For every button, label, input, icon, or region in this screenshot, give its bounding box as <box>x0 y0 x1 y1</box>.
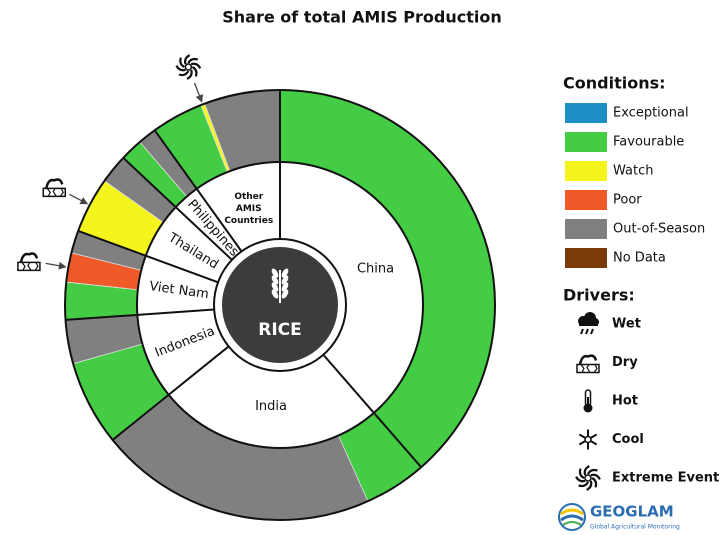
country-sector <box>196 162 280 252</box>
country-divider <box>122 157 233 261</box>
legend-label: Cool <box>612 432 644 447</box>
icon-part <box>271 289 279 299</box>
country-sector <box>280 162 423 413</box>
country-sector <box>137 309 229 395</box>
icon-part <box>175 65 186 72</box>
ring-outline <box>64 89 496 521</box>
icon-part <box>579 321 598 326</box>
icon-part <box>191 66 198 77</box>
icon-part <box>583 403 593 413</box>
icon-part <box>586 480 593 491</box>
ring-outline <box>136 161 424 449</box>
country-label: China <box>357 262 394 277</box>
driver-icon <box>17 252 41 272</box>
country-sector <box>137 255 219 315</box>
icon-part <box>591 477 598 488</box>
legend-swatch <box>565 190 607 210</box>
legend-swatch <box>565 103 607 123</box>
country-sector <box>168 346 374 448</box>
legend-title: Drivers: <box>563 286 635 305</box>
driver-arrow <box>45 261 67 270</box>
icon-part <box>21 262 39 271</box>
driver-icon <box>578 312 599 335</box>
legend-label: Favourable <box>613 135 684 150</box>
icon-part <box>281 282 289 292</box>
icon-part <box>584 474 592 482</box>
driver-icon <box>576 354 600 374</box>
icon-part <box>281 289 289 299</box>
country-label: India <box>255 399 287 414</box>
logo-name: GEOGLAM <box>590 503 674 521</box>
icon-part <box>184 54 191 65</box>
center-icon <box>271 268 289 303</box>
center-label: RICE <box>258 320 302 340</box>
center-disc <box>222 247 338 363</box>
icon-part <box>186 69 193 80</box>
icon-part <box>585 328 589 335</box>
legend-label: No Data <box>613 251 666 266</box>
country-divider <box>322 354 422 468</box>
driver-icon <box>42 178 67 198</box>
driver-icon <box>578 429 598 450</box>
legend-label: Dry <box>612 355 638 370</box>
legend-title: Conditions: <box>563 74 666 93</box>
icon-part <box>575 476 586 483</box>
icon-part <box>187 57 199 64</box>
icon-part <box>271 282 279 292</box>
icon-part <box>19 252 39 263</box>
legend-label: Hot <box>612 394 638 409</box>
driver-arrow <box>193 82 203 103</box>
country-divider <box>153 129 243 252</box>
icon-part <box>578 481 589 488</box>
legend-label: Poor <box>613 193 642 208</box>
icon-part <box>190 62 202 69</box>
icon-part <box>578 468 585 479</box>
driver-icon <box>583 389 593 413</box>
logo-mark <box>558 503 586 531</box>
legend-swatch <box>565 161 607 181</box>
icon-part <box>271 268 279 278</box>
icon-part <box>45 178 64 189</box>
icon-part <box>587 468 598 475</box>
country-label: Other AMIS Countries <box>224 191 273 225</box>
icon-part <box>271 275 279 285</box>
icon-part <box>578 354 598 365</box>
legend-swatch <box>565 132 607 152</box>
icon-part <box>46 188 64 197</box>
legend-swatch <box>565 219 607 239</box>
country-divider <box>65 308 215 321</box>
icon-part <box>587 397 589 406</box>
icon-part <box>590 328 594 335</box>
icon-part <box>580 364 598 373</box>
icon-part <box>281 268 289 278</box>
country-sector <box>175 188 242 260</box>
driver-icon <box>175 54 202 80</box>
driver-icon <box>575 465 601 491</box>
icon-part <box>583 465 590 476</box>
driver-arrow <box>69 193 89 205</box>
icon-part <box>179 57 185 69</box>
legend-swatch <box>565 248 607 268</box>
icon-part <box>178 70 190 77</box>
legend-label: Exceptional <box>613 106 689 121</box>
icon-part <box>590 473 601 480</box>
icon-part <box>184 63 193 71</box>
icon-part <box>281 275 289 285</box>
chart-title: Share of total AMIS Production <box>222 8 502 27</box>
legend-label: Watch <box>613 164 653 179</box>
country-divider <box>77 229 219 284</box>
logo-tagline: Global Agricultural Monitoring <box>590 524 680 531</box>
ring-outline <box>213 238 347 372</box>
legend-label: Out-of-Season <box>613 222 705 237</box>
country-divider <box>112 345 230 441</box>
legend-label: Wet <box>612 317 641 332</box>
icon-part <box>580 328 584 335</box>
icon-part <box>584 435 592 444</box>
legend-label: Extreme Event <box>612 471 719 486</box>
